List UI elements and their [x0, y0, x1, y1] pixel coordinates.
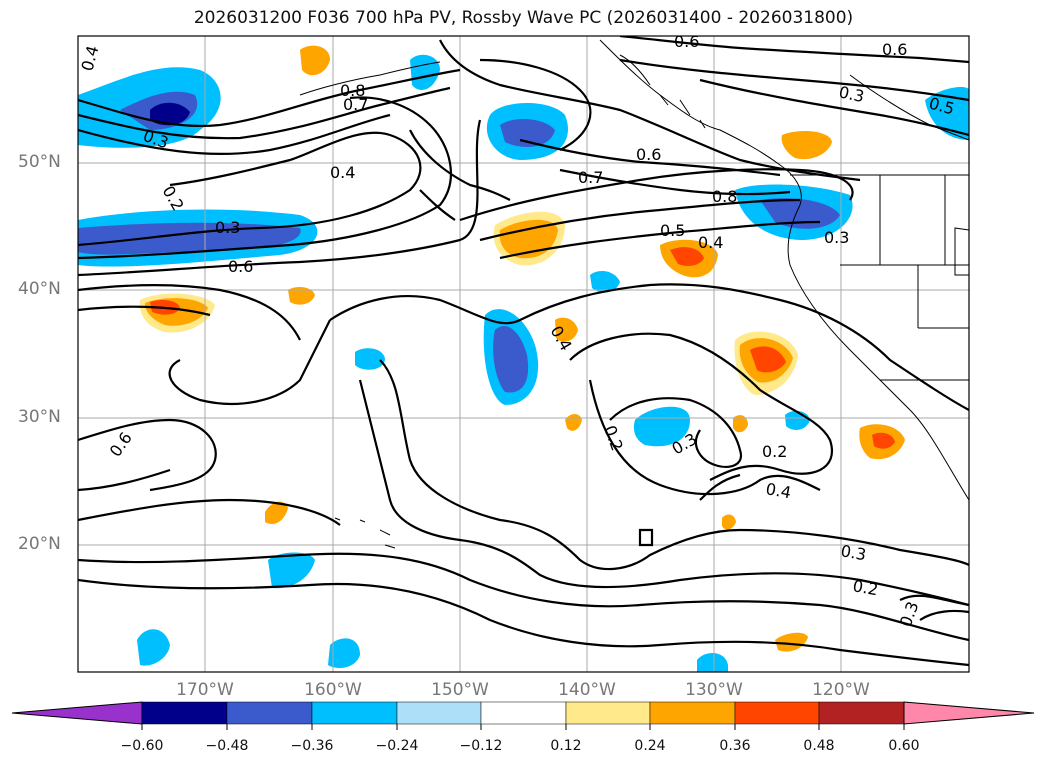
contour-label: 0.7 — [578, 168, 603, 187]
contour-label: 0.8 — [712, 187, 737, 206]
colorbar-segment — [311, 701, 398, 725]
contour-label-group: 0.4 0.8 0.7 0.6 0.6 0.3 0.5 0.3 0.2 0.4 … — [78, 32, 956, 629]
map-frame — [77, 35, 970, 673]
colorbar-tick-label: 0.48 — [803, 738, 835, 754]
contour-label: 0.3 — [839, 541, 867, 564]
colorbar-segment — [649, 701, 736, 725]
lat-label: 40°N — [18, 279, 61, 299]
pv-contours — [78, 36, 969, 667]
contour-label: 0.3 — [215, 218, 240, 237]
contour-label: 0.2 — [762, 442, 787, 461]
contour-label: 0.3 — [896, 599, 923, 629]
colorbar-segment — [565, 701, 651, 725]
contour-label: 0.6 — [882, 40, 907, 59]
contour-label: 0.2 — [600, 423, 627, 453]
contour-label: 0.8 — [340, 81, 365, 100]
contour-label: 0.4 — [698, 233, 723, 252]
contour-label: 0.5 — [660, 221, 685, 240]
colorbar-tick-label: −0.24 — [375, 738, 419, 754]
lon-label: 120°W — [812, 680, 870, 700]
negative-anomaly-shading — [78, 54, 969, 672]
lon-label: 170°W — [176, 680, 234, 700]
colorbar-tick-label: −0.36 — [290, 738, 334, 754]
contour-label: 0.4 — [78, 44, 103, 74]
map-title: 2026031200 F036 700 hPa PV, Rossby Wave … — [193, 8, 854, 28]
contour-label: 0.6 — [636, 145, 661, 164]
colorbar-extend-max — [903, 701, 1035, 725]
positive-anomaly-shading — [139, 45, 905, 652]
colorbar-segment — [734, 701, 820, 725]
colorbar — [11, 701, 1035, 730]
colorbar-tick-label: −0.60 — [120, 738, 164, 754]
contour-label: 0.2 — [851, 576, 879, 599]
contour-label: 0.3 — [824, 228, 849, 247]
lat-label: 20°N — [18, 534, 61, 554]
lat-label: 30°N — [18, 407, 61, 427]
contour-label: 0.6 — [228, 257, 253, 276]
colorbar-segment — [818, 701, 905, 725]
coastlines — [299, 39, 969, 549]
lon-label: 140°W — [558, 680, 616, 700]
colorbar-tick-label: 0.36 — [719, 738, 751, 754]
contour-label: 0.2 — [159, 183, 188, 215]
colorbar-tick-label: −0.12 — [459, 738, 503, 754]
lon-label: 130°W — [685, 680, 743, 700]
colorbar-segment — [226, 701, 313, 725]
colorbar-tick-label: 0.24 — [634, 738, 666, 754]
colorbar-tick-label: 0.12 — [550, 738, 582, 754]
contour-label: 0.6 — [674, 32, 699, 51]
contour-label: 0.4 — [764, 479, 792, 502]
map-plot-area: 0.4 0.8 0.7 0.6 0.6 0.3 0.5 0.3 0.2 0.4 … — [78, 32, 969, 672]
colorbar-segment — [480, 701, 567, 725]
contour-label: 0.4 — [330, 163, 355, 182]
lon-label: 160°W — [304, 680, 362, 700]
colorbar-segment — [141, 701, 228, 725]
lon-label: 150°W — [431, 680, 489, 700]
colorbar-extend-min — [11, 701, 143, 725]
colorbar-tick-label: 0.60 — [888, 738, 920, 754]
contour-label: 0.3 — [837, 82, 866, 106]
colorbar-tick-label: −0.48 — [205, 738, 249, 754]
lat-label: 50°N — [18, 152, 61, 172]
contour-label: 0.6 — [106, 429, 136, 461]
contour-label: 0.7 — [343, 95, 368, 114]
colorbar-segment — [396, 701, 482, 725]
